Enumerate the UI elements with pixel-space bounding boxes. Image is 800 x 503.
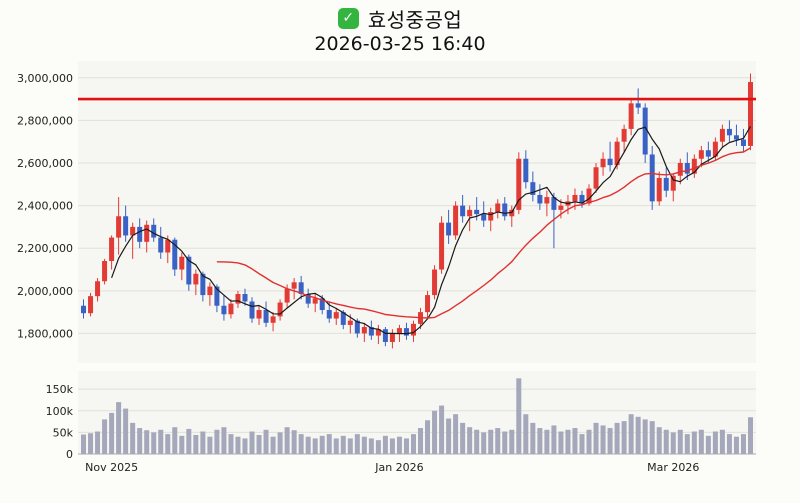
svg-text:2,400,000: 2,400,000 xyxy=(17,200,73,213)
candles-layer xyxy=(81,73,753,349)
x-axis-labels: Nov 2025 Jan 2026 Mar 2026 xyxy=(85,461,699,474)
svg-text:Nov 2025: Nov 2025 xyxy=(85,461,138,474)
svg-text:2,200,000: 2,200,000 xyxy=(17,242,73,255)
svg-text:3,000,000: 3,000,000 xyxy=(17,72,73,85)
svg-text:2,000,000: 2,000,000 xyxy=(17,285,73,298)
stock-candlestick-chart: 1,800,000 2,000,000 2,200,000 2,400,000 2,60… xyxy=(17,61,756,474)
svg-text:0: 0 xyxy=(66,448,73,461)
svg-text:50k: 50k xyxy=(53,426,74,439)
svg-text:150k: 150k xyxy=(46,383,74,396)
checkbox-icon: ✓ xyxy=(337,7,359,29)
ma-slow-line xyxy=(216,147,751,319)
stock-title: 효성중공업 xyxy=(367,7,463,32)
volume-bars xyxy=(81,378,753,454)
chart-container: 1,800,000 2,000,000 2,200,000 2,400,000 2,60… xyxy=(0,59,800,499)
svg-text:1,800,000: 1,800,000 xyxy=(17,327,73,340)
svg-text:100k: 100k xyxy=(46,405,74,418)
volume-axis-labels: 0 50k 100k 150k xyxy=(46,383,74,461)
chart-header: ✓ 효성중공업 2026-03-25 16:40 xyxy=(0,0,800,57)
chart-timestamp: 2026-03-25 16:40 xyxy=(314,33,486,55)
ma-fast-line xyxy=(111,126,752,335)
svg-text:Mar 2026: Mar 2026 xyxy=(647,461,699,474)
svg-text:Jan 2026: Jan 2026 xyxy=(374,461,423,474)
svg-text:2,800,000: 2,800,000 xyxy=(17,114,73,127)
title-row: ✓ 효성중공업 xyxy=(0,5,800,32)
svg-text:2,600,000: 2,600,000 xyxy=(17,157,73,170)
price-axis-labels: 1,800,000 2,000,000 2,200,000 2,400,000 2,60… xyxy=(17,72,73,341)
